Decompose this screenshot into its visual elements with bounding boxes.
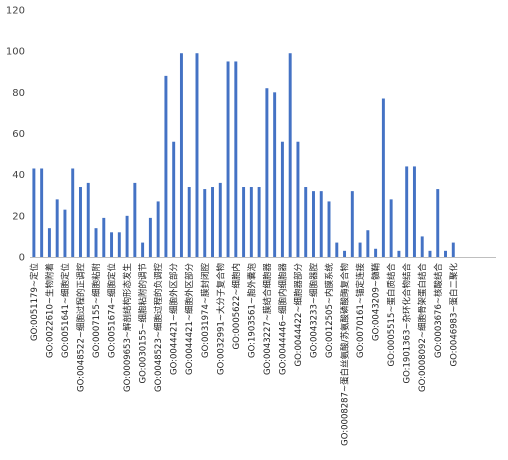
bar	[327, 201, 331, 257]
bar	[110, 232, 114, 257]
x-axis-labels: GO:0051179~定位 GO:0022610~生物附着 GO:0051641~细…	[29, 263, 459, 446]
bar	[164, 75, 168, 258]
x-tick-label: GO:0008287~蛋白丝氨酸/苏氨酸磷酸酶复合物	[340, 263, 351, 446]
bar	[141, 242, 145, 257]
x-tick-label: GO:0048522~细胞过程的正调控	[75, 263, 86, 392]
bar	[296, 141, 300, 257]
x-tick-label: GO:0022610~生物附着	[44, 263, 55, 358]
x-tick-label: GO:0043227~膜结合细胞器	[262, 263, 273, 375]
bar	[397, 250, 401, 257]
bar	[63, 209, 67, 257]
bar	[117, 232, 121, 257]
bar	[343, 250, 347, 257]
x-tick-label: GO:0003676~核酸结合	[433, 263, 444, 358]
bar	[304, 187, 308, 257]
y-tick-label: 120	[6, 6, 25, 17]
y-axis-ticks: 0 20 40 60 80 100 120	[6, 6, 25, 264]
x-tick-label: GO:0032991~大分子复合物	[215, 263, 226, 375]
bar	[125, 215, 129, 257]
bar	[203, 189, 207, 257]
bar	[288, 53, 292, 258]
bar	[366, 230, 370, 257]
x-tick-label: GO:0030155~细胞粘附的调节	[138, 263, 149, 384]
bar	[218, 182, 222, 257]
bar	[405, 166, 409, 257]
bar	[265, 88, 269, 257]
y-tick-label: 40	[12, 170, 25, 181]
y-tick-label: 80	[12, 88, 25, 99]
x-tick-label: GO:0008092~细胞骨架蛋白结合	[417, 263, 428, 392]
x-tick-label: GO:0005515~蛋白质结合	[386, 263, 397, 367]
bar	[280, 141, 284, 257]
bar	[133, 182, 137, 257]
bar	[389, 199, 393, 257]
bar	[257, 187, 261, 257]
bar	[195, 53, 199, 258]
bar	[436, 189, 440, 257]
bars	[32, 53, 455, 258]
bar	[172, 141, 176, 257]
bar	[451, 242, 455, 257]
bar	[179, 53, 183, 258]
bar	[55, 199, 59, 257]
bar	[40, 168, 44, 257]
bar	[94, 228, 98, 257]
bar	[444, 250, 447, 257]
x-tick-label: GO:0044446~细胞内细胞器	[277, 263, 288, 375]
x-tick-label: GO:0070161~锚定连接	[355, 263, 366, 358]
bar	[226, 61, 230, 258]
x-tick-label: GO:0012505~内膜系统	[324, 263, 335, 358]
bar	[156, 201, 160, 257]
x-tick-label: GO:0048523~细胞过程的负调控	[153, 263, 164, 392]
bar	[187, 187, 191, 257]
bar	[148, 217, 152, 257]
y-tick-label: 20	[12, 211, 25, 222]
bar	[86, 182, 90, 257]
x-tick-label: GO:0044422~细胞器部分	[293, 263, 304, 367]
bar	[234, 61, 238, 258]
x-tick-label: GO:1903561~胞外囊泡	[246, 263, 257, 358]
x-tick-label: GO:0051641~细胞定位	[60, 263, 71, 358]
bar	[374, 248, 378, 257]
bar	[312, 191, 315, 257]
y-tick-label: 0	[19, 253, 25, 264]
y-tick-label: 100	[6, 47, 25, 58]
bar	[249, 187, 253, 257]
bar	[412, 166, 416, 257]
x-tick-label: GO:0005622~细胞内	[231, 263, 242, 349]
bar	[350, 191, 354, 257]
x-tick-label: GO:1901363~杂环化合物结合	[402, 263, 413, 384]
x-tick-label: GO:0044421~细胞外区部分	[184, 263, 195, 375]
bar	[242, 187, 246, 257]
y-tick-label: 60	[12, 129, 25, 140]
bar	[358, 242, 362, 257]
x-tick-label: GO:0031974~膜封闭腔	[200, 263, 211, 358]
bar	[319, 191, 323, 257]
x-tick-label: GO:0044421~细胞外区部分	[169, 263, 180, 375]
bar	[428, 250, 432, 257]
x-tick-label: GO:0007155~细胞粘附	[91, 263, 102, 358]
bar	[211, 187, 214, 257]
x-tick-label: GO:0051674~细胞定位	[107, 263, 118, 358]
bar	[273, 92, 277, 257]
bar	[79, 187, 82, 257]
bar	[335, 242, 339, 257]
bar	[381, 98, 385, 257]
x-tick-label: GO:0009653~解剖结构形态发生	[122, 263, 133, 392]
x-tick-label: GO:0051179~定位	[29, 263, 40, 341]
bar	[102, 217, 106, 257]
x-tick-label: GO:0043233~细胞器腔	[308, 263, 319, 358]
bar	[420, 236, 424, 257]
bar	[32, 168, 36, 257]
bar	[71, 168, 75, 257]
bar	[47, 228, 51, 257]
x-tick-label: GO:0046983~蛋白二聚化	[448, 263, 459, 367]
x-tick-label: GO:0043209~髓鞘	[371, 263, 382, 341]
